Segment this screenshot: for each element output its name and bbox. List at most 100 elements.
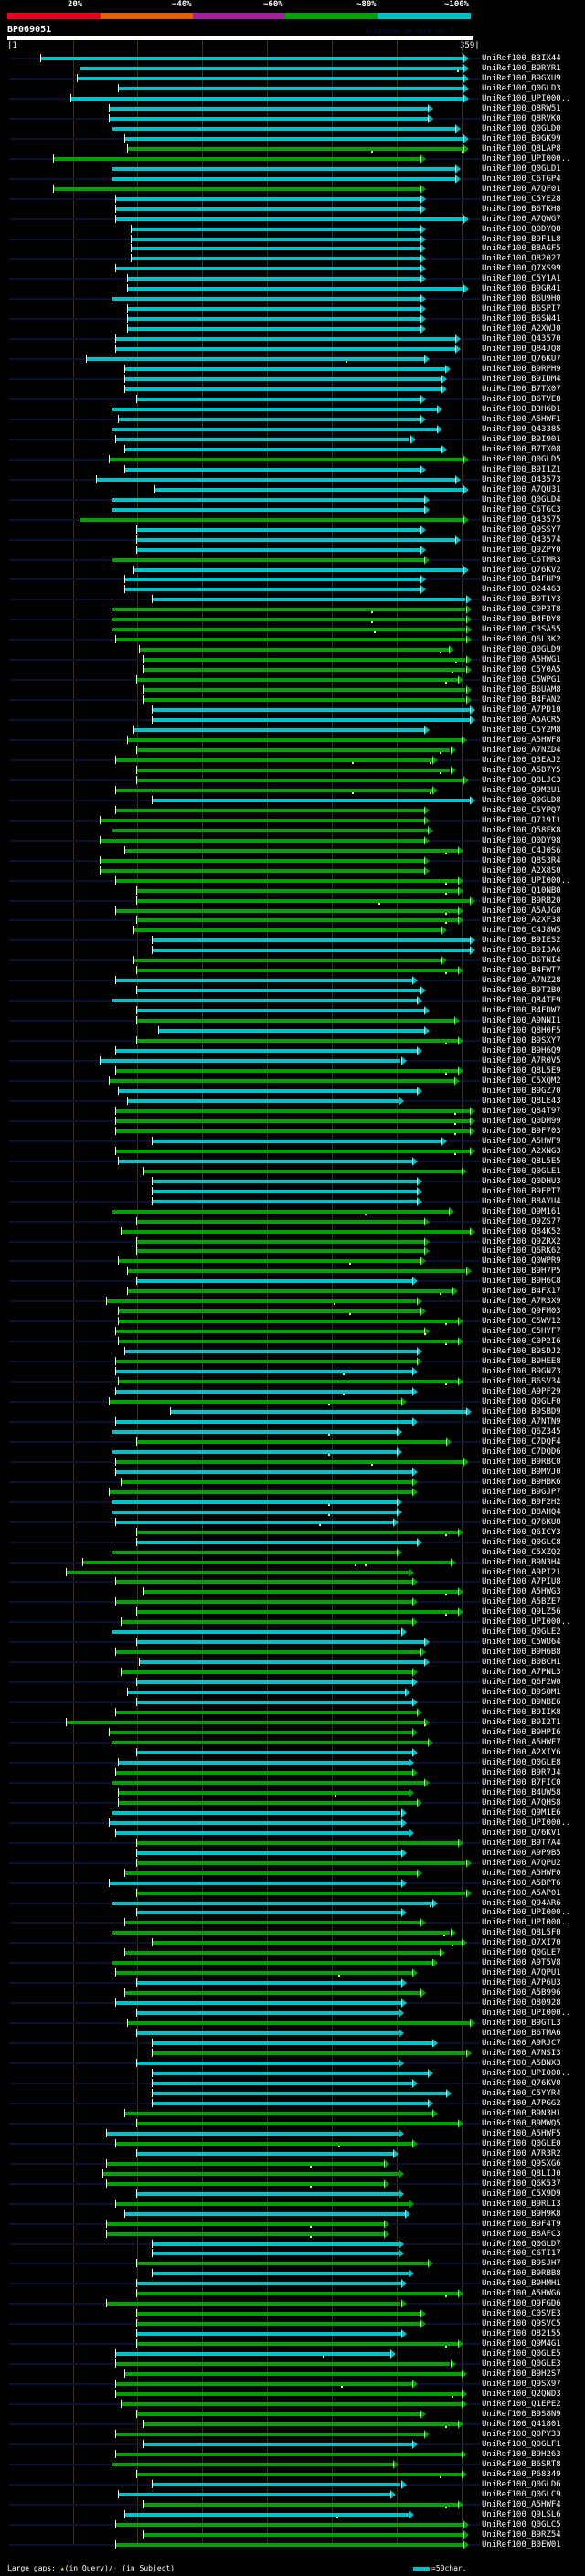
hit-row[interactable]: UniRef100_Q0GLE2 (0, 1627, 585, 1638)
hit-bar[interactable] (115, 1711, 417, 1715)
hit-row[interactable]: UniRef100_C7DQF4 (0, 1436, 585, 1447)
hit-row[interactable]: UniRef100_B9F2H2 (0, 1497, 585, 1508)
hit-row[interactable]: UniRef100_B9HBK6 (0, 1477, 585, 1488)
hit-bar[interactable] (143, 658, 466, 663)
hit-bar[interactable] (115, 1600, 413, 1605)
hit-row[interactable]: UniRef100_B9SXY7 (0, 1036, 585, 1046)
hit-bar[interactable] (66, 1721, 424, 1724)
hit-row[interactable]: UniRef100_A9T5V8 (0, 1958, 585, 1968)
hit-label[interactable]: UniRef100_Q76KV0 (482, 2078, 561, 2088)
hit-label[interactable]: UniRef100_Q84T97 (482, 1106, 561, 1116)
hit-row[interactable]: UniRef100_Q9LZ56 (0, 1607, 585, 1617)
hit-bar[interactable] (152, 2101, 429, 2105)
hit-row[interactable]: UniRef100_Q43385 (0, 424, 585, 435)
hit-row[interactable]: UniRef100_B9F703 (0, 1126, 585, 1137)
hit-row[interactable]: UniRef100_Q84T97 (0, 1106, 585, 1117)
hit-label[interactable]: UniRef100_Q9SXG6 (482, 2158, 561, 2168)
hit-label[interactable]: UniRef100_C5XQM2 (482, 1076, 561, 1086)
hit-row[interactable]: UniRef100_A7QHS8 (0, 1797, 585, 1808)
hit-bar[interactable] (136, 2332, 401, 2337)
hit-label[interactable]: UniRef100_Q9SSY7 (482, 525, 561, 535)
hit-label[interactable]: UniRef100_O82027 (482, 254, 561, 264)
hit-row[interactable]: UniRef100_C5XZQ2 (0, 1547, 585, 1558)
hit-label[interactable]: UniRef100_Q8H0F5 (482, 1026, 561, 1036)
hit-bar[interactable] (115, 207, 420, 211)
hit-label[interactable]: UniRef100_A7QPU2 (482, 1858, 561, 1868)
hit-bar[interactable] (136, 1239, 425, 1244)
hit-bar[interactable] (127, 146, 463, 151)
hit-label[interactable]: UniRef100_B9MWQ5 (482, 2118, 561, 2128)
hit-row[interactable]: UniRef100_C5YPQ7 (0, 805, 585, 816)
hit-bar[interactable] (136, 969, 458, 973)
hit-bar[interactable] (115, 196, 420, 201)
hit-bar[interactable] (136, 1840, 458, 1845)
hit-bar[interactable] (79, 517, 463, 522)
hit-row[interactable]: UniRef100_B9RPH9 (0, 365, 585, 375)
hit-row[interactable]: UniRef100_A5AP01 (0, 1888, 585, 1899)
hit-label[interactable]: UniRef100_B9N3H1 (482, 2108, 561, 2118)
hit-bar[interactable] (138, 1660, 425, 1665)
hit-bar[interactable] (121, 1479, 413, 1484)
hit-label[interactable]: UniRef100_Q9M161 (482, 1206, 561, 1216)
hit-bar[interactable] (115, 1108, 470, 1113)
hit-label[interactable]: UniRef100_Q6K537 (482, 2178, 561, 2189)
hit-bar[interactable] (143, 1169, 463, 1173)
hit-bar[interactable] (115, 347, 456, 352)
hit-label[interactable]: UniRef100_B9IDM4 (482, 375, 561, 384)
hit-bar[interactable] (170, 1410, 466, 1414)
hit-bar[interactable] (136, 1530, 458, 1534)
hit-bar[interactable] (136, 2322, 420, 2327)
hit-bar[interactable] (112, 166, 456, 171)
hit-row[interactable]: UniRef100_Q0GLE5 (0, 2349, 585, 2359)
hit-bar[interactable] (136, 898, 470, 903)
hit-row[interactable]: UniRef100_C5HYF7 (0, 1327, 585, 1337)
hit-row[interactable]: UniRef100_Q0GLC8 (0, 1537, 585, 1548)
hit-label[interactable]: UniRef100_B9H6B8 (482, 1648, 561, 1658)
hit-bar[interactable] (136, 1701, 413, 1705)
hit-row[interactable]: UniRef100_B9T2B0 (0, 986, 585, 996)
hit-label[interactable]: UniRef100_A5HWF7 (482, 1738, 561, 1747)
hit-label[interactable]: UniRef100_Q76KV2 (482, 565, 561, 575)
hit-bar[interactable] (136, 1680, 413, 1685)
hit-row[interactable]: UniRef100_Q6RK62 (0, 1246, 585, 1256)
hit-label[interactable]: UniRef100_B9T1Y3 (482, 595, 561, 605)
hit-bar[interactable] (143, 1590, 458, 1595)
hit-bar[interactable] (40, 57, 463, 60)
hit-bar[interactable] (152, 598, 466, 602)
hit-bar[interactable] (136, 527, 420, 532)
hit-label[interactable]: UniRef100_Q0DY98 (482, 835, 561, 845)
hit-row[interactable]: UniRef100_B9HMH1 (0, 2279, 585, 2289)
hit-row[interactable]: UniRef100_Q58FK8 (0, 825, 585, 836)
hit-label[interactable]: UniRef100_A5B7Y5 (482, 765, 561, 775)
hit-bar[interactable] (112, 1550, 398, 1554)
hit-bar[interactable] (143, 2502, 458, 2507)
hit-label[interactable]: UniRef100_C6TGP4 (482, 174, 561, 184)
hit-label[interactable]: UniRef100_Q9FM03 (482, 1307, 561, 1317)
hit-row[interactable]: UniRef100_A5HWF0 (0, 1868, 585, 1879)
hit-bar[interactable] (154, 487, 463, 492)
hit-bar[interactable] (152, 2051, 466, 2055)
hit-row[interactable]: UniRef100_B9MVJ0 (0, 1467, 585, 1478)
hit-bar[interactable] (115, 758, 432, 762)
hit-bar[interactable] (136, 2151, 394, 2156)
hit-row[interactable]: UniRef100_B9H6B8 (0, 1648, 585, 1658)
hit-label[interactable]: UniRef100_A7PIU8 (482, 1577, 561, 1587)
hit-bar[interactable] (115, 1069, 458, 1073)
hit-row[interactable]: UniRef100_B9N3H4 (0, 1557, 585, 1568)
hit-bar[interactable] (112, 1741, 429, 1744)
hit-row[interactable]: UniRef100_B0EW01 (0, 2539, 585, 2550)
hit-label[interactable]: UniRef100_B6SN41 (482, 314, 561, 324)
hit-bar[interactable] (124, 848, 458, 853)
hit-label[interactable]: UniRef100_Q9SX97 (482, 2380, 561, 2389)
hit-bar[interactable] (109, 457, 463, 461)
hit-label[interactable]: UniRef100_B3IX44 (482, 54, 561, 63)
hit-bar[interactable] (124, 387, 441, 391)
hit-bar[interactable] (115, 2452, 463, 2456)
hit-label[interactable]: UniRef100_Q6ICY3 (482, 1527, 561, 1537)
hit-label[interactable]: UniRef100_B9H9K8 (482, 2209, 561, 2219)
hit-bar[interactable] (152, 1199, 417, 1203)
hit-label[interactable]: UniRef100_Q0GLE8 (482, 1757, 561, 1767)
hit-bar[interactable] (127, 1269, 466, 1274)
hit-bar[interactable] (118, 1309, 420, 1314)
hit-label[interactable]: UniRef100_A5B996 (482, 1988, 561, 1998)
